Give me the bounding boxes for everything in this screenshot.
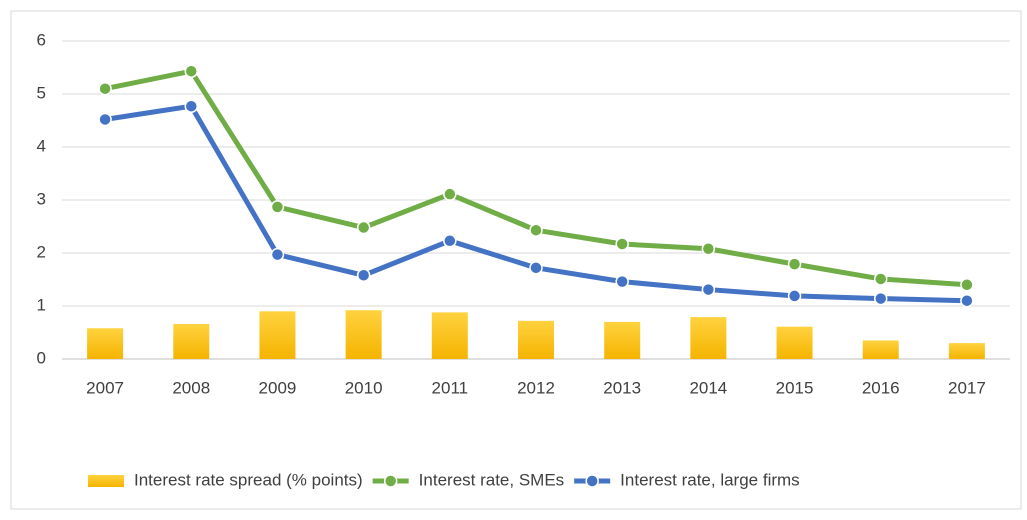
bar xyxy=(690,317,727,359)
marker xyxy=(184,99,199,113)
x-tick-label: 2009 xyxy=(259,378,297,397)
marker xyxy=(615,237,629,251)
legend-swatch xyxy=(88,475,124,487)
marker xyxy=(787,257,802,271)
marker xyxy=(960,278,974,292)
x-tick-label: 2017 xyxy=(948,378,986,397)
marker xyxy=(787,289,802,303)
y-tick-label: 4 xyxy=(37,136,46,155)
marker xyxy=(701,242,716,256)
y-tick-label: 0 xyxy=(37,348,46,367)
x-tick-label: 2010 xyxy=(345,378,383,397)
legend-label: Interest rate, large firms xyxy=(620,470,800,489)
marker xyxy=(443,234,457,248)
x-tick-label: 2012 xyxy=(517,378,555,397)
marker xyxy=(701,282,716,297)
y-tick-label: 3 xyxy=(37,189,46,208)
marker xyxy=(873,291,888,306)
bar xyxy=(604,321,641,359)
y-tick-label: 1 xyxy=(37,295,46,314)
bar xyxy=(87,328,124,359)
x-tick-label: 2016 xyxy=(862,378,900,397)
marker xyxy=(356,268,371,283)
x-tick-label: 2007 xyxy=(86,378,124,397)
marker xyxy=(873,272,888,286)
bar xyxy=(948,343,985,359)
marker xyxy=(184,64,199,78)
bar xyxy=(862,340,899,359)
y-tick-label: 2 xyxy=(37,242,46,261)
x-tick-label: 2014 xyxy=(689,378,727,397)
y-tick-label: 6 xyxy=(37,30,46,49)
marker xyxy=(98,81,112,96)
x-tick-label: 2011 xyxy=(432,378,469,397)
legend-marker xyxy=(585,474,599,488)
marker xyxy=(270,247,285,262)
marker xyxy=(615,274,629,289)
legend-label: Interest rate spread (% points) xyxy=(134,470,363,489)
bar xyxy=(776,326,813,359)
bar xyxy=(518,320,554,359)
marker xyxy=(356,220,371,235)
marker xyxy=(529,223,543,237)
marker xyxy=(529,261,543,275)
legend-label: Interest rate, SMEs xyxy=(419,470,565,489)
marker xyxy=(443,187,457,201)
x-tick-label: 2008 xyxy=(172,378,210,397)
legend-marker xyxy=(383,474,398,488)
marker xyxy=(960,293,974,308)
bar xyxy=(431,312,468,359)
bar xyxy=(173,324,210,359)
bar xyxy=(345,310,382,359)
marker xyxy=(270,200,285,214)
x-tick-label: 2015 xyxy=(776,378,814,397)
x-tick-label: 2013 xyxy=(603,378,641,397)
y-tick-label: 5 xyxy=(37,83,46,102)
bar xyxy=(259,311,296,359)
marker xyxy=(98,112,112,127)
